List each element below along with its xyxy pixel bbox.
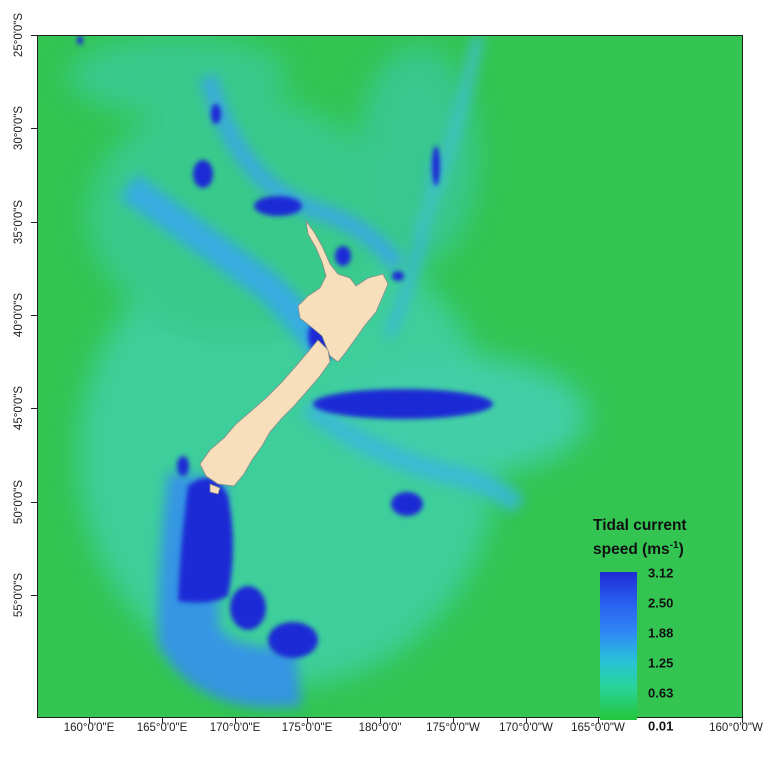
latitude-label-text: 45°0'0"S bbox=[13, 385, 25, 431]
south-island bbox=[199, 339, 331, 487]
latitude-label-text: 30°0'0"S bbox=[13, 105, 25, 151]
latitude-label-text: 50°0'0"S bbox=[13, 479, 25, 525]
longitude-tick bbox=[598, 718, 599, 723]
longitude-label: 180°0'0" bbox=[358, 722, 402, 734]
longitude-label: 175°0'0"W bbox=[426, 722, 480, 734]
legend-value: 0.63 bbox=[648, 685, 674, 701]
longitude-label: 165°0'0"W bbox=[571, 722, 625, 734]
longitude-label: 165°0'0"E bbox=[136, 722, 188, 734]
legend-title-line2: speed (ms-1) bbox=[593, 536, 687, 560]
map-frame bbox=[37, 35, 743, 718]
longitude-tick bbox=[89, 718, 90, 723]
latitude-label-text: 40°0'0"S bbox=[13, 292, 25, 338]
longitude-tick bbox=[235, 718, 236, 723]
longitude-label: 175°0'0"E bbox=[281, 722, 333, 734]
longitude-tick bbox=[307, 718, 308, 723]
stewart-island bbox=[209, 483, 221, 495]
land-new-zealand bbox=[199, 220, 389, 495]
legend-value: 1.25 bbox=[648, 655, 674, 671]
latitude-tick bbox=[31, 35, 37, 36]
longitude-tick bbox=[526, 718, 527, 723]
latitude-tick bbox=[31, 502, 37, 503]
latitude-tick bbox=[31, 408, 37, 409]
legend-value: 2.50 bbox=[648, 595, 674, 611]
legend-title-close: ) bbox=[678, 541, 684, 559]
legend-title-exponent: -1 bbox=[669, 540, 679, 551]
longitude-tick bbox=[742, 718, 743, 723]
latitude-tick bbox=[31, 315, 37, 316]
legend-title-line1: Tidal current bbox=[593, 517, 687, 534]
latitude-label-text: 35°0'0"S bbox=[13, 199, 25, 245]
latitude-label-text: 25°0'0"S bbox=[13, 12, 25, 58]
longitude-label: 160°0'0"E bbox=[63, 722, 115, 734]
north-island bbox=[297, 220, 389, 363]
latitude-tick bbox=[31, 595, 37, 596]
longitude-label: 170°0'0"E bbox=[209, 722, 261, 734]
longitude-tick bbox=[453, 718, 454, 723]
legend-value: 1.88 bbox=[648, 625, 674, 641]
legend-value: 0.01 bbox=[648, 718, 674, 734]
longitude-label: 160°0'0"W bbox=[709, 722, 763, 734]
legend-title: Tidal current speed (ms-1) bbox=[593, 516, 687, 560]
legend-title-unit: speed (ms bbox=[593, 541, 670, 559]
legend-value: 3.12 bbox=[648, 565, 674, 581]
longitude-tick bbox=[380, 718, 381, 723]
longitude-tick bbox=[162, 718, 163, 723]
latitude-tick bbox=[31, 128, 37, 129]
latitude-label-text: 55°0'0"S bbox=[13, 572, 25, 618]
latitude-tick bbox=[31, 222, 37, 223]
legend-color-ramp bbox=[600, 572, 637, 720]
tidal-speed-map bbox=[38, 36, 742, 717]
longitude-label: 170°0'0"W bbox=[499, 722, 553, 734]
